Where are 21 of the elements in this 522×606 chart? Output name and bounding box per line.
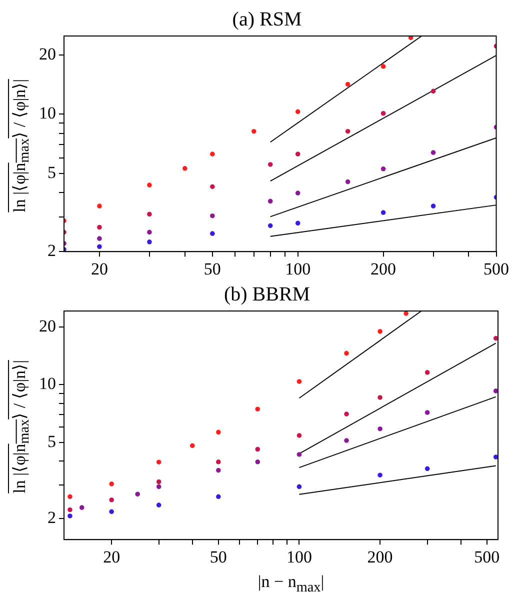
- x-tick-label: 50: [210, 547, 227, 566]
- y-tick-label: 20: [39, 316, 56, 336]
- y-tick-label: 2: [48, 508, 56, 527]
- y-tick-label: 5: [48, 162, 56, 182]
- x-tick-label: 200: [370, 259, 396, 278]
- x-tick-label: 500: [484, 259, 509, 278]
- x-axis-title: |n − n$_{max}$|: [256, 571, 326, 598]
- chart-title: (b) BBRM: [224, 283, 310, 306]
- x-tick-label: 20: [90, 259, 108, 278]
- y-tick-label: 2: [48, 241, 56, 260]
- x-tick-label: 200: [367, 547, 393, 566]
- x-tick-label: 20: [103, 547, 120, 566]
- y-tick-label: 10: [39, 374, 56, 394]
- y-tick-label: 20: [39, 44, 56, 64]
- x-tick-label: 100: [285, 259, 311, 278]
- x-tick-label: 500: [474, 547, 500, 566]
- x-tick-label: 50: [204, 259, 221, 278]
- y-tick-label: 5: [48, 432, 56, 451]
- x-tick-label: 100: [286, 547, 312, 566]
- y-tick-label: 10: [39, 104, 56, 123]
- chart-title: (a) RSM: [232, 8, 302, 30]
